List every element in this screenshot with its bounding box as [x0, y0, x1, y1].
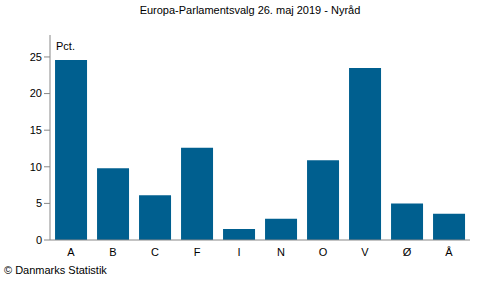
svg-text:25: 25 — [30, 51, 42, 63]
svg-text:V: V — [361, 246, 369, 258]
svg-text:Ø: Ø — [403, 246, 412, 258]
svg-text:5: 5 — [36, 197, 42, 209]
html-text:Europa-Parlamentsvalg 26. maj: Europa-Parlamentsvalg 26. maj 2019 - Nyr… — [139, 4, 361, 16]
svg-text:A: A — [67, 246, 75, 258]
html-text:© Danmarks Statistik: © Danmarks Statistik — [4, 264, 107, 276]
svg-text:F: F — [194, 246, 201, 258]
svg-text:B: B — [109, 246, 116, 258]
svg-text:10: 10 — [30, 161, 42, 173]
svg-text:I: I — [237, 246, 240, 258]
svg-text:20: 20 — [30, 87, 42, 99]
html-text:Pct.: Pct. — [56, 40, 75, 52]
svg-text:O: O — [319, 246, 328, 258]
svg-text:15: 15 — [30, 124, 42, 136]
svg-text:Å: Å — [445, 246, 453, 258]
svg-text:N: N — [277, 246, 285, 258]
svg-text:0: 0 — [36, 234, 42, 246]
svg-text:C: C — [151, 246, 159, 258]
